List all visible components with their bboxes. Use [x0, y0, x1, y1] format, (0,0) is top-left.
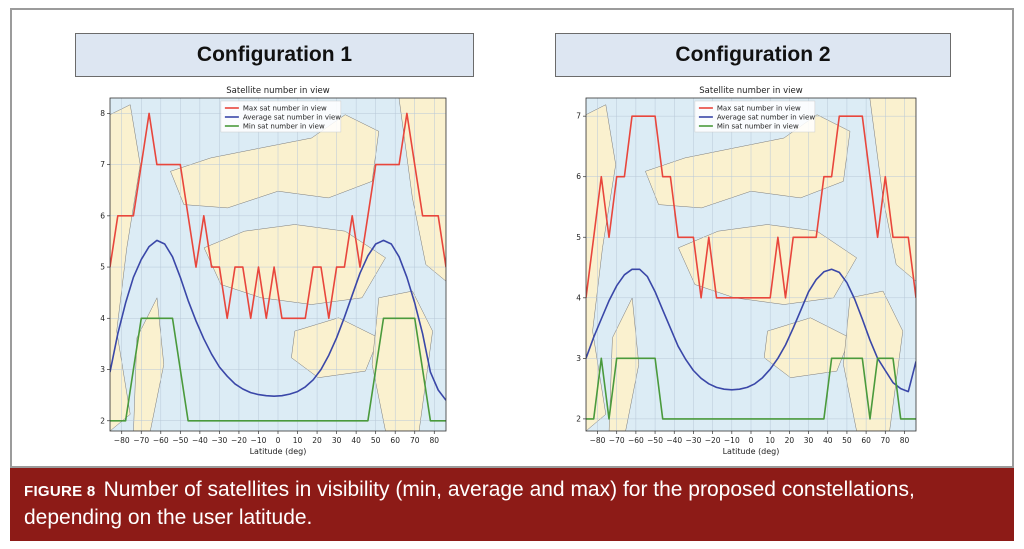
y-tick-label: 7 — [576, 112, 581, 121]
x-tick-label: −40 — [666, 436, 682, 445]
config-1-title: Configuration 1 — [197, 43, 352, 67]
y-tick-label: 5 — [100, 263, 105, 272]
y-tick-label: 3 — [576, 354, 581, 363]
y-tick-label: 6 — [100, 211, 105, 220]
x-tick-label: −40 — [192, 436, 208, 445]
config-2-header: Configuration 2 — [555, 33, 951, 77]
x-tick-label: −80 — [114, 436, 130, 445]
x-tick-label: 0 — [276, 436, 281, 445]
x-tick-label: −50 — [172, 436, 188, 445]
x-tick-label: 70 — [410, 436, 420, 445]
x-tick-label: 20 — [785, 436, 795, 445]
y-tick-label: 4 — [576, 293, 581, 302]
caption-label: FIGURE 8 — [24, 483, 96, 500]
y-tick-label: 5 — [576, 233, 581, 242]
x-tick-label: −80 — [590, 436, 606, 445]
x-tick-label: 20 — [312, 436, 322, 445]
x-tick-label: −70 — [133, 436, 149, 445]
legend-label-average: Average sat number in view — [717, 114, 815, 122]
x-tick-label: 80 — [430, 436, 440, 445]
x-tick-label: −70 — [609, 436, 625, 445]
x-tick-label: 60 — [861, 436, 871, 445]
x-tick-label: −10 — [251, 436, 267, 445]
x-tick-label: 60 — [390, 436, 400, 445]
legend-label-max: Max sat number in view — [243, 105, 327, 113]
x-axis-title: Latitude (deg) — [723, 447, 780, 456]
chart-config-1: Satellite number in view−80 −70 −60 −50 −40−… — [88, 82, 448, 454]
x-tick-label: −10 — [724, 436, 740, 445]
legend-label-average: Average sat number in view — [243, 114, 341, 122]
x-tick-label: 50 — [842, 436, 852, 445]
config-1-header: Configuration 1 — [75, 33, 474, 77]
legend-label-min: Min sat number in view — [243, 123, 325, 131]
x-tick-label: 40 — [351, 436, 361, 445]
y-tick-label: 3 — [100, 365, 105, 374]
x-axis-title: Latitude (deg) — [250, 447, 307, 456]
x-tick-label: 40 — [823, 436, 833, 445]
x-tick-label: 30 — [804, 436, 814, 445]
x-tick-label: −20 — [231, 436, 247, 445]
y-tick-label: 2 — [576, 414, 581, 423]
plot-title: Satellite number in view — [699, 86, 802, 96]
x-tick-label: 30 — [332, 436, 342, 445]
x-tick-label: −30 — [686, 436, 702, 445]
x-tick-label: −60 — [628, 436, 644, 445]
y-tick-label: 7 — [100, 160, 105, 169]
x-tick-label: 0 — [749, 436, 754, 445]
plot-title: Satellite number in view — [226, 86, 329, 96]
x-tick-label: −60 — [153, 436, 169, 445]
x-tick-label: 10 — [293, 436, 303, 445]
y-tick-label: 2 — [100, 416, 105, 425]
x-tick-label: 80 — [900, 436, 910, 445]
config-2-title: Configuration 2 — [675, 43, 830, 67]
y-tick-label: 8 — [100, 109, 105, 118]
x-tick-label: 10 — [765, 436, 775, 445]
x-tick-label: −50 — [647, 436, 663, 445]
legend-label-min: Min sat number in view — [717, 123, 799, 131]
x-tick-label: 50 — [371, 436, 381, 445]
caption-text: Number of satellites in visibility (min,… — [24, 478, 915, 529]
y-tick-label: 4 — [100, 314, 105, 323]
x-tick-label: −30 — [211, 436, 227, 445]
figure-caption: FIGURE 8 Number of satellites in visibili… — [10, 468, 1014, 541]
x-tick-label: 70 — [881, 436, 891, 445]
legend-label-max: Max sat number in view — [717, 105, 801, 113]
y-tick-label: 6 — [576, 172, 581, 181]
chart-config-2: Satellite number in view−80 −70 −60 −50 −40−… — [566, 82, 920, 454]
x-tick-label: −20 — [705, 436, 721, 445]
